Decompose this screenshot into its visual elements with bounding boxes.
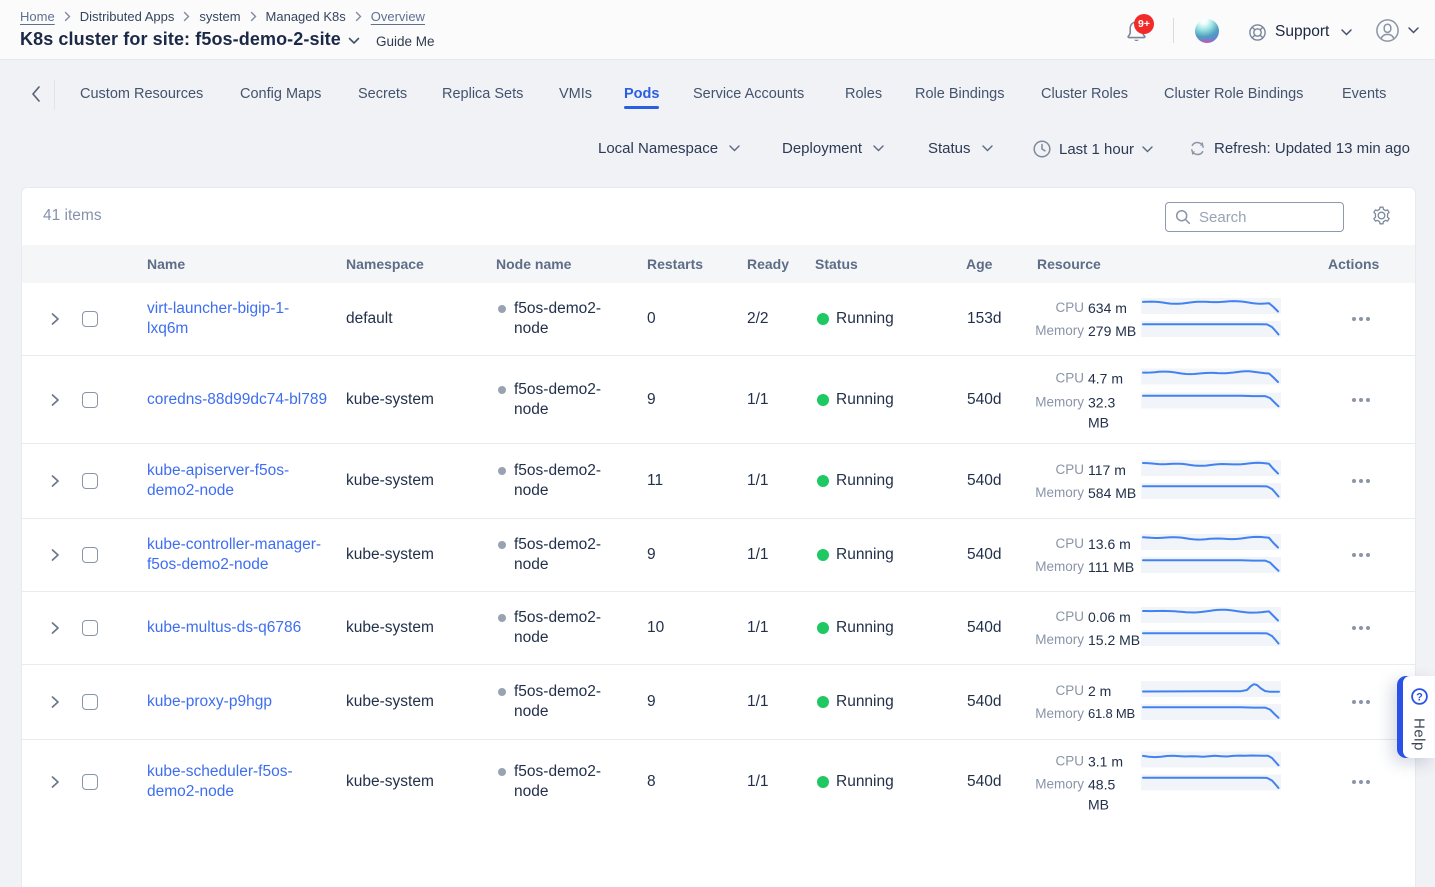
svg-text:?: ? [1416,692,1423,704]
